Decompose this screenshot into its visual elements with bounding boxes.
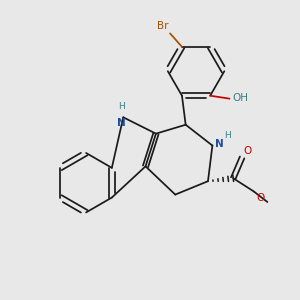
Text: H: H — [224, 130, 231, 140]
Text: Br: Br — [157, 21, 169, 31]
Text: OH: OH — [232, 93, 248, 103]
Text: H: H — [118, 102, 125, 111]
Text: O: O — [256, 193, 265, 203]
Text: O: O — [244, 146, 252, 156]
Text: N: N — [215, 139, 224, 149]
Text: N: N — [117, 118, 126, 128]
